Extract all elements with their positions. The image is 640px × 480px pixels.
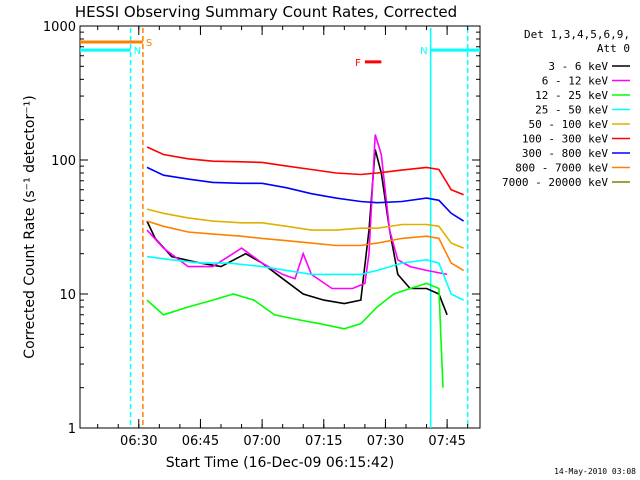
x-tick-label: 06:30: [120, 434, 157, 449]
legend-header-attenuator: Att 0: [597, 42, 630, 55]
legend-label: 7000 - 20000 keV: [502, 176, 608, 189]
annotation-label: F: [355, 58, 361, 69]
x-tick-label: 07:15: [305, 434, 342, 449]
legend-label: 100 - 300 keV: [522, 133, 608, 146]
series-line: [146, 166, 465, 222]
footer-date: 14-May-2010 03:08: [554, 467, 636, 476]
y-axis-label: Corrected Count Rate (s⁻¹ detector⁻¹): [22, 95, 38, 358]
legend-label: 6 - 12 keV: [542, 75, 609, 88]
x-tick-label: 06:45: [182, 434, 219, 449]
x-axis-label: Start Time (16-Dec-09 06:15:42): [166, 455, 394, 471]
y-axis: 1 10 100 1000: [43, 20, 480, 437]
series-line: [146, 255, 464, 301]
annotation-label: S: [146, 38, 152, 49]
vertical-markers: [129, 28, 469, 428]
legend-label: 12 - 25 keV: [535, 89, 608, 102]
legend-label: 3 - 6 keV: [548, 60, 608, 73]
y-tick-label: 1000: [43, 20, 76, 35]
annotation-label: N: [134, 46, 141, 57]
y-tick-label: 100: [51, 154, 76, 169]
series-layer: [146, 134, 465, 388]
series-line: [146, 149, 448, 316]
chart-title: HESSI Observing Summary Count Rates, Cor…: [75, 3, 457, 21]
series-line: [146, 134, 448, 290]
legend-label: 300 - 800 keV: [522, 147, 608, 160]
legend-label: 800 - 7000 keV: [515, 162, 608, 175]
legend: Det 1,3,4,5,6,9, Att 0 3 - 6 keV 6 - 12 k…: [502, 28, 630, 189]
x-axis: 06:30 06:45 07:00 07:15 07:30 07:45: [97, 26, 469, 449]
legend-label: 25 - 50 keV: [535, 104, 608, 117]
y-tick-label: 10: [59, 288, 76, 303]
legend-label: 50 - 100 keV: [529, 118, 609, 131]
y-tick-label: 1: [68, 422, 76, 437]
x-tick-label: 07:00: [243, 434, 280, 449]
series-line: [146, 220, 465, 272]
series-line: [146, 208, 464, 249]
x-tick-label: 07:45: [428, 434, 465, 449]
legend-header-detectors: Det 1,3,4,5,6,9,: [524, 28, 630, 41]
series-line: [146, 282, 444, 388]
series-line: [146, 146, 464, 196]
annotations: SN NF: [80, 38, 480, 69]
x-tick-label: 07:30: [367, 434, 404, 449]
annotation-label: N: [420, 46, 427, 57]
plot-area: SN NF: [79, 25, 481, 429]
plot-frame: [79, 25, 481, 429]
